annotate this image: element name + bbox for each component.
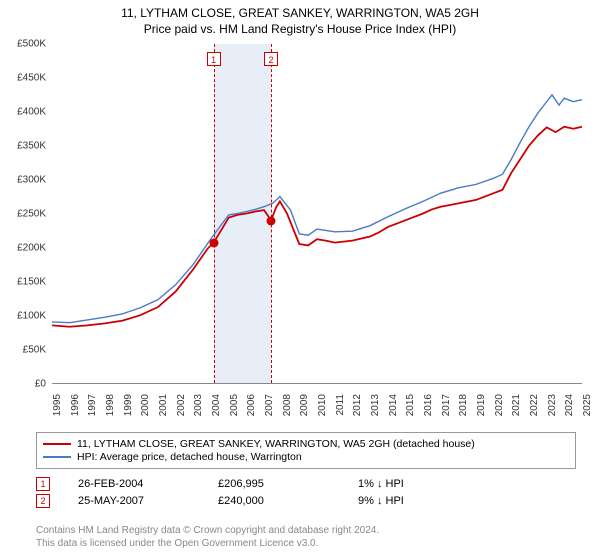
x-tick-label: 2014	[388, 394, 399, 416]
sale-pct: 1% ↓ HPI	[358, 478, 498, 490]
x-tick-label: 1996	[70, 394, 81, 416]
series-property	[52, 127, 582, 327]
event-dot-2	[267, 216, 276, 225]
x-tick-label: 2016	[423, 394, 434, 416]
legend-swatch	[43, 443, 71, 445]
y-tick-label: £50K	[23, 345, 46, 356]
sale-badge: 2	[36, 494, 50, 508]
chart-title: 11, LYTHAM CLOSE, GREAT SANKEY, WARRINGT…	[0, 6, 600, 20]
sale-row-2: 2 25-MAY-2007£240,0009% ↓ HPI	[36, 494, 576, 508]
x-tick-label: 2024	[564, 394, 575, 416]
sale-pct: 9% ↓ HPI	[358, 495, 498, 507]
y-tick-label: £500K	[17, 39, 46, 50]
event-badge-2: 2	[264, 52, 278, 66]
legend-label: 11, LYTHAM CLOSE, GREAT SANKEY, WARRINGT…	[77, 438, 475, 450]
sale-row-1: 1 26-FEB-2004£206,9951% ↓ HPI	[36, 477, 576, 491]
chart-subtitle: Price paid vs. HM Land Registry's House …	[0, 22, 600, 36]
x-tick-label: 1999	[123, 394, 134, 416]
footer-attribution: Contains HM Land Registry data © Crown c…	[36, 524, 576, 550]
sale-price: £206,995	[218, 478, 358, 490]
sale-date: 26-FEB-2004	[78, 478, 218, 490]
sale-price: £240,000	[218, 495, 358, 507]
x-tick-label: 2011	[335, 394, 346, 416]
series-hpi	[52, 95, 582, 323]
y-tick-label: £150K	[17, 277, 46, 288]
x-tick-label: 2015	[405, 394, 416, 416]
legend-swatch	[43, 456, 71, 457]
event-line-1	[214, 44, 215, 383]
x-tick-label: 2007	[264, 394, 275, 416]
x-tick-label: 2020	[494, 394, 505, 416]
chart-lines	[52, 44, 582, 383]
x-tick-label: 1998	[105, 394, 116, 416]
sale-badge: 1	[36, 477, 50, 491]
y-tick-label: £100K	[17, 311, 46, 322]
event-line-2	[271, 44, 272, 383]
x-tick-label: 2005	[229, 394, 240, 416]
x-tick-label: 2003	[193, 394, 204, 416]
x-tick-label: 2000	[140, 394, 151, 416]
y-tick-label: £450K	[17, 73, 46, 84]
event-badge-1: 1	[207, 52, 221, 66]
footer-line1: Contains HM Land Registry data © Crown c…	[36, 524, 576, 537]
y-tick-label: £250K	[17, 209, 46, 220]
legend-row-hpi: HPI: Average price, detached house, Warr…	[43, 451, 569, 463]
x-tick-label: 2013	[370, 394, 381, 416]
y-axis: £0£50K£100K£150K£200K£250K£300K£350K£400…	[0, 44, 50, 384]
x-tick-label: 2002	[176, 394, 187, 416]
x-tick-label: 2012	[352, 394, 363, 416]
x-tick-label: 2025	[582, 394, 593, 416]
y-tick-label: £300K	[17, 175, 46, 186]
y-tick-label: £200K	[17, 243, 46, 254]
x-tick-label: 2019	[476, 394, 487, 416]
legend-row-property: 11, LYTHAM CLOSE, GREAT SANKEY, WARRINGT…	[43, 438, 569, 450]
x-tick-label: 2021	[511, 394, 522, 416]
y-tick-label: £350K	[17, 141, 46, 152]
sale-date: 25-MAY-2007	[78, 495, 218, 507]
x-tick-label: 2023	[547, 394, 558, 416]
legend-label: HPI: Average price, detached house, Warr…	[77, 451, 302, 463]
x-tick-label: 2010	[317, 394, 328, 416]
x-tick-label: 1997	[87, 394, 98, 416]
x-tick-label: 2008	[282, 394, 293, 416]
x-tick-label: 2006	[246, 394, 257, 416]
footer-line2: This data is licensed under the Open Gov…	[36, 537, 576, 550]
x-tick-label: 2001	[158, 394, 169, 416]
y-tick-label: £0	[35, 379, 46, 390]
x-tick-label: 2018	[458, 394, 469, 416]
y-tick-label: £400K	[17, 107, 46, 118]
x-tick-label: 2017	[441, 394, 452, 416]
chart-plot-area: 12	[52, 44, 582, 384]
x-tick-label: 2022	[529, 394, 540, 416]
x-tick-label: 1995	[52, 394, 63, 416]
x-tick-label: 2009	[299, 394, 310, 416]
legend-box: 11, LYTHAM CLOSE, GREAT SANKEY, WARRINGT…	[36, 432, 576, 469]
sales-table: 1 26-FEB-2004£206,9951% ↓ HPI 2 25-MAY-2007…	[36, 474, 576, 511]
event-dot-1	[209, 239, 218, 248]
x-tick-label: 2004	[211, 394, 222, 416]
